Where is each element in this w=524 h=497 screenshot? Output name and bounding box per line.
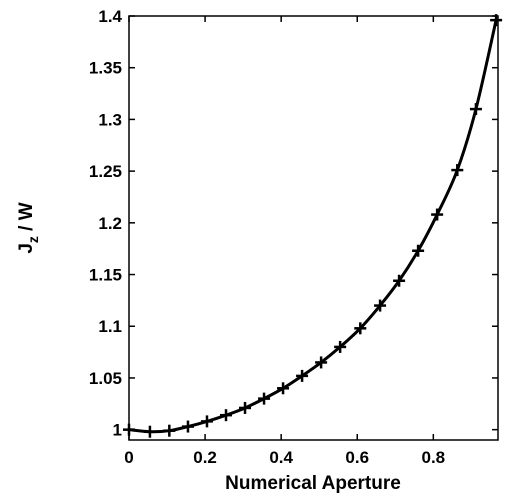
data-point-marker (200, 415, 213, 428)
y-tick-label: 1.2 (98, 214, 122, 233)
x-tick-label: 0 (124, 448, 133, 467)
data-point-marker (354, 322, 367, 335)
data-point-marker (315, 356, 328, 369)
data-point-marker (296, 369, 309, 382)
x-tick-label: 0.6 (345, 448, 369, 467)
x-tick-label: 0.4 (269, 448, 293, 467)
x-tick-label: 0.2 (193, 448, 217, 467)
plot-area (128, 15, 499, 441)
y-tick-label: 1.15 (89, 266, 122, 285)
data-point-marker (123, 423, 135, 436)
y-axis-title-rest: / W (16, 202, 37, 236)
y-axis-title-subscript: z (25, 236, 41, 243)
data-point-marker (220, 409, 233, 422)
data-point-marker (374, 299, 387, 312)
data-point-marker (258, 392, 271, 405)
data-point-marker (431, 208, 444, 221)
data-point-marker (451, 164, 464, 177)
y-axis-title: Jz / W (16, 202, 41, 253)
data-point-marker (143, 425, 156, 438)
y-tick-label: 1.25 (89, 162, 122, 181)
data-point-marker (277, 382, 290, 395)
data-point-marker (163, 424, 176, 437)
data-point-marker (181, 420, 194, 433)
data-point-marker (469, 103, 482, 116)
data-point-marker (393, 274, 406, 287)
data-point-marker (412, 244, 425, 257)
data-point-marker (239, 401, 252, 414)
x-tick-label: 0.8 (422, 448, 446, 467)
y-tick-label: 1.4 (98, 7, 122, 26)
y-tick-label: 1.1 (98, 317, 122, 336)
series-layer (123, 14, 503, 438)
y-tick-label: 1 (113, 421, 122, 440)
x-axis-title: Numerical Aperture (225, 473, 401, 494)
y-tick-label: 1.3 (98, 110, 122, 129)
data-point-marker (334, 340, 347, 353)
y-tick-label: 1.35 (89, 59, 122, 78)
data-point-marker (490, 14, 503, 27)
y-axis: 1 1.05 1.1 1.15 1.2 1.25 1.3 1.35 1.4 (89, 7, 498, 440)
y-tick-label: 1.05 (89, 369, 122, 388)
x-axis: 0 0.2 0.4 0.6 0.8 (124, 16, 445, 467)
y-axis-title-main: J (16, 243, 37, 254)
